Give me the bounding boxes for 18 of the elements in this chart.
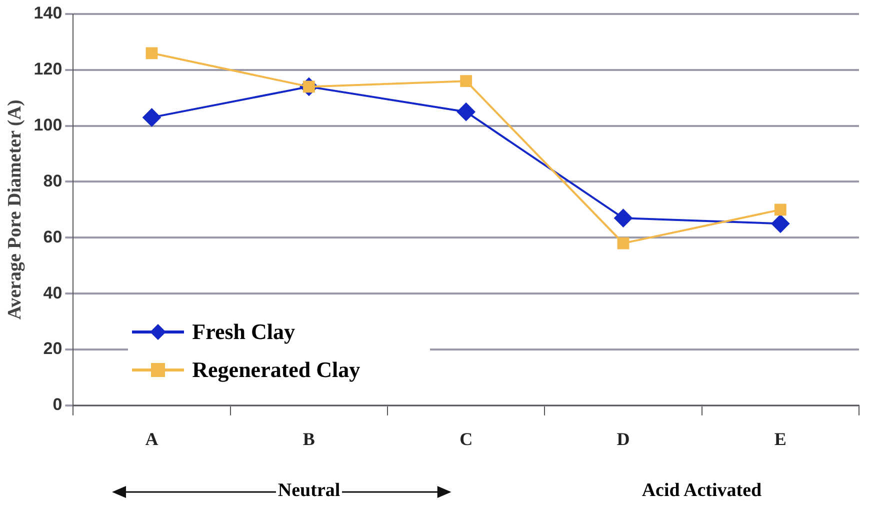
- text: Neutral: [276, 480, 342, 502]
- y-tick-label: 100: [34, 116, 62, 135]
- legend-label: Regenerated Clay: [192, 357, 360, 384]
- y-axis-title: Average Pore Diameter (A): [4, 100, 26, 320]
- x-tick-label: B: [302, 428, 315, 449]
- x-tick-label: D: [616, 428, 630, 449]
- y-tick-label: 140: [34, 4, 62, 23]
- y-tick-label: 40: [43, 283, 62, 302]
- text: Acid Activated: [640, 480, 764, 502]
- x-tick-label: C: [460, 428, 473, 449]
- legend-label: Fresh Clay: [192, 319, 296, 346]
- x-tick-label: E: [774, 428, 786, 449]
- y-tick-label: 60: [43, 227, 62, 246]
- x-tick-label: A: [145, 428, 158, 449]
- y-tick-label: 120: [34, 60, 62, 79]
- y-tick-label: 20: [43, 339, 62, 358]
- y-tick-label: 0: [52, 395, 62, 414]
- y-tick-label: 80: [43, 171, 62, 190]
